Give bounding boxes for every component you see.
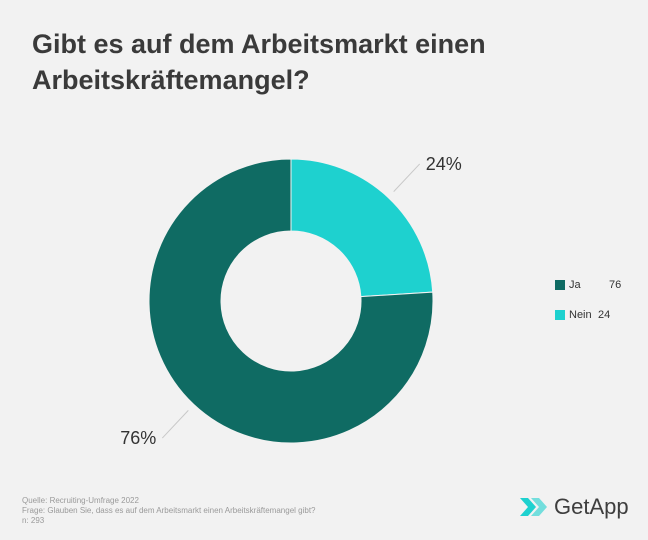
legend-swatch-nein bbox=[555, 310, 565, 320]
chart-title: Gibt es auf dem Arbeitsmarkt einen Arbei… bbox=[32, 26, 592, 98]
legend-value-ja: 76 bbox=[609, 279, 622, 291]
logo-text: GetApp bbox=[554, 494, 629, 519]
footer-question: Frage: Glauben Sie, dass es auf dem Arbe… bbox=[22, 506, 316, 515]
donut-slice-nein bbox=[290, 158, 434, 298]
getapp-chevrons-icon bbox=[520, 498, 547, 516]
legend-label-ja: Ja bbox=[569, 279, 581, 291]
slice-label-leader-nein bbox=[393, 163, 421, 192]
slice-label-nein: 24% bbox=[426, 154, 462, 174]
donut-slice-ja bbox=[148, 158, 434, 444]
legend-item-ja: Ja 76 bbox=[555, 278, 621, 292]
title-line-1: Gibt es auf dem Arbeitsmarkt einen bbox=[32, 29, 486, 59]
chart-footer: Quelle: Recruiting-Umfrage 2022 Frage: G… bbox=[22, 496, 316, 526]
footer-sample-size: n: 293 bbox=[22, 516, 45, 525]
legend-label-nein: Nein bbox=[569, 309, 592, 321]
legend-swatch-ja bbox=[555, 280, 565, 290]
slice-label-leader-ja bbox=[161, 410, 189, 439]
legend-item-nein: Nein 24 bbox=[555, 308, 621, 322]
slice-label-ja: 76% bbox=[120, 428, 156, 448]
footer-source: Quelle: Recruiting-Umfrage 2022 bbox=[22, 496, 139, 505]
title-line-2: Arbeitskräftemangel? bbox=[32, 65, 310, 95]
getapp-logo: GetApp bbox=[520, 494, 629, 520]
legend-value-nein: 24 bbox=[598, 309, 611, 321]
legend: Ja 76 Nein 24 bbox=[555, 278, 621, 338]
